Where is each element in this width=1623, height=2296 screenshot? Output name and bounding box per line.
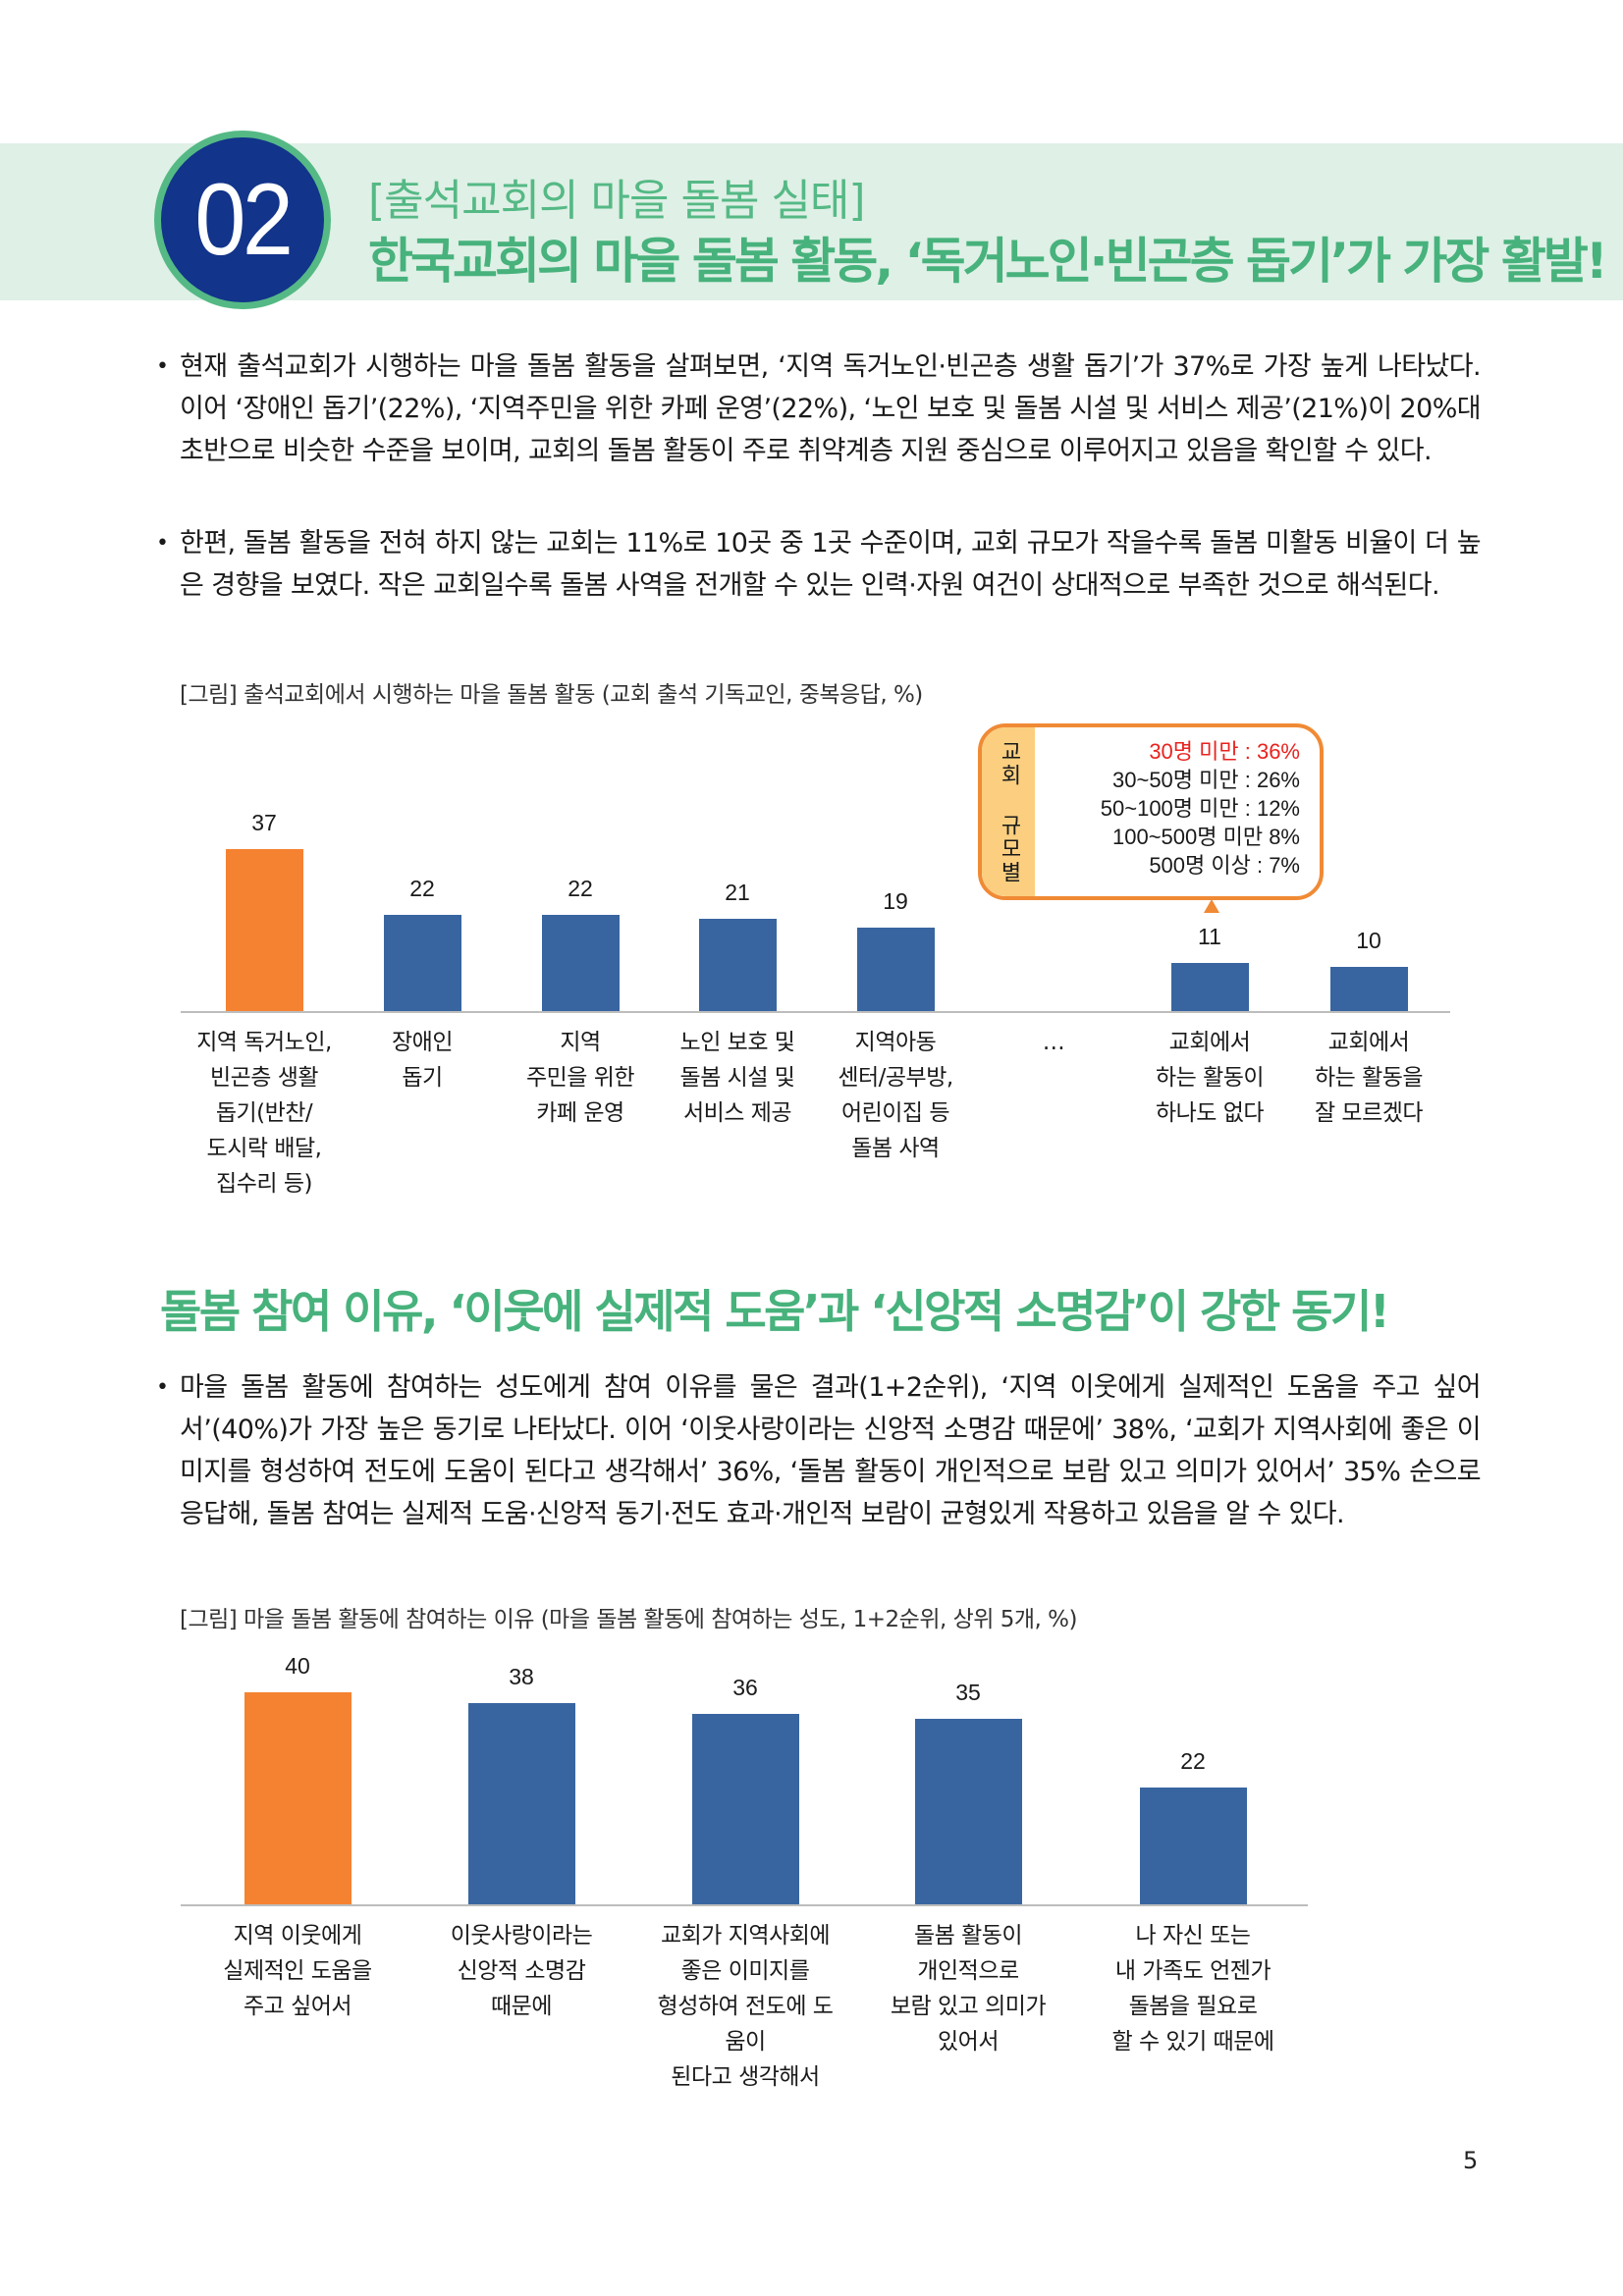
callout-tag: 교회 규모별 xyxy=(982,727,1035,896)
callout-pointer-icon xyxy=(1204,899,1219,913)
bullet-icon: • xyxy=(156,1375,169,1400)
bar-value-label: 22 xyxy=(409,875,435,901)
section-heading-2: 돌봄 참여 이유, ‘이웃에 실제적 도움’과 ‘신앙적 소명감’이 강한 동기… xyxy=(160,1285,1390,1338)
bar-value-label: 22 xyxy=(568,875,593,901)
category-label: … xyxy=(1042,1030,1065,1055)
bar xyxy=(541,914,620,1011)
section-title: 한국교회의 마을 돌봄 활동, ‘독거노인·빈곤층 돕기’가 가장 활발! xyxy=(368,233,1608,290)
bar xyxy=(467,1702,575,1904)
bar xyxy=(243,1692,352,1904)
section-number-badge: 02 xyxy=(154,131,331,309)
category-label: 지역 독거노인, 빈곤층 생활 돕기(반찬/ 도시락 배달, 집수리 등) xyxy=(196,1030,332,1197)
bar xyxy=(1139,1788,1247,1904)
section-subtitle: [출석교회의 마을 돌봄 실태] xyxy=(368,176,866,226)
bar xyxy=(691,1713,799,1904)
bullet-icon: • xyxy=(156,354,169,379)
category-label: 노인 보호 및 돌봄 시설 및 서비스 제공 xyxy=(679,1030,795,1126)
x-axis-line xyxy=(181,1904,1308,1906)
paragraph-1: • 현재 출석교회가 시행하는 마을 돌봄 활동을 살펴보면, ‘지역 독거노인… xyxy=(156,346,1482,472)
figure-caption-1: [그림] 출석교회에서 시행하는 마을 돌봄 활동 (교회 출석 기독교인, 중… xyxy=(180,682,923,708)
page-number: 5 xyxy=(1463,2147,1479,2174)
figure-caption-2: [그림] 마을 돌봄 활동에 참여하는 이유 (마을 돌봄 활동에 참여하는 성… xyxy=(180,1607,1078,1632)
bar-value-label: 10 xyxy=(1356,928,1381,954)
category-label: 돌봄 활동이 개인적으로 보람 있고 의미가 있어서 xyxy=(890,1923,1047,2055)
bar-value-label: 36 xyxy=(732,1674,758,1700)
paragraph-3: • 마을 돌봄 활동에 참여하는 성도에게 참여 이유를 물은 결과(1+2순위… xyxy=(156,1366,1482,1535)
bar xyxy=(383,914,461,1011)
callout-line: 50~100명 미만 : 12% xyxy=(1100,796,1300,821)
section-number: 02 xyxy=(194,162,295,277)
bar-value-label: 11 xyxy=(1198,923,1221,949)
callout-line: 500명 이상 : 7% xyxy=(1149,853,1300,878)
bar-value-label: 40 xyxy=(285,1653,310,1679)
bar xyxy=(1170,962,1249,1011)
category-label: 지역아동 센터/공부방, 어린이집 등 돌봄 사역 xyxy=(838,1030,953,1161)
paragraph-2: • 한편, 돌봄 활동을 전혀 하지 않는 교회는 11%로 10곳 중 1곳 … xyxy=(156,522,1482,607)
bar xyxy=(914,1719,1022,1904)
category-label: 지역 이웃에게 실제적인 도움을 주고 싶어서 xyxy=(223,1923,372,2019)
bar-value-label: 22 xyxy=(1180,1748,1206,1775)
callout-line: 30~50명 미만 : 26% xyxy=(1112,768,1300,792)
bar-value-label: 37 xyxy=(251,809,277,835)
bar-value-label: 21 xyxy=(725,880,750,906)
bar-value-label: 38 xyxy=(509,1663,534,1689)
category-label: 장애인 돕기 xyxy=(392,1030,453,1091)
callout-lines: 30명 미만 : 36% 30~50명 미만 : 26% 50~100명 미만 : … xyxy=(1101,737,1300,880)
callout-line: 100~500명 미만 8% xyxy=(1111,825,1300,849)
callout-line: 30명 미만 : 36% xyxy=(1149,739,1300,764)
category-label: 교회에서 하는 활동이 하나도 없다 xyxy=(1155,1030,1265,1126)
bar-value-label: 35 xyxy=(955,1680,981,1705)
category-label: 교회가 지역사회에 좋은 이미지를 형성하여 전도에 도움이 된다고 생각해서 xyxy=(657,1923,834,2090)
x-axis-line xyxy=(181,1011,1450,1013)
bar xyxy=(1329,967,1408,1011)
bar xyxy=(698,919,777,1011)
category-label: 이웃사랑이라는 신앙적 소명감 때문에 xyxy=(450,1923,593,2019)
bar xyxy=(225,848,303,1011)
church-size-callout: 교회 규모별 30명 미만 : 36% 30~50명 미만 : 26% 50~100… xyxy=(978,723,1324,900)
category-label: 교회에서 하는 활동을 잘 모르겠다 xyxy=(1314,1030,1424,1126)
category-label: 나 자신 또는 내 가족도 언젠가 돌봄을 필요로 할 수 있기 때문에 xyxy=(1111,1923,1274,2055)
bullet-icon: • xyxy=(156,531,169,556)
bar-value-label: 19 xyxy=(883,888,908,915)
bar xyxy=(856,928,935,1011)
category-label: 지역 주민을 위한 카페 운영 xyxy=(525,1030,635,1126)
